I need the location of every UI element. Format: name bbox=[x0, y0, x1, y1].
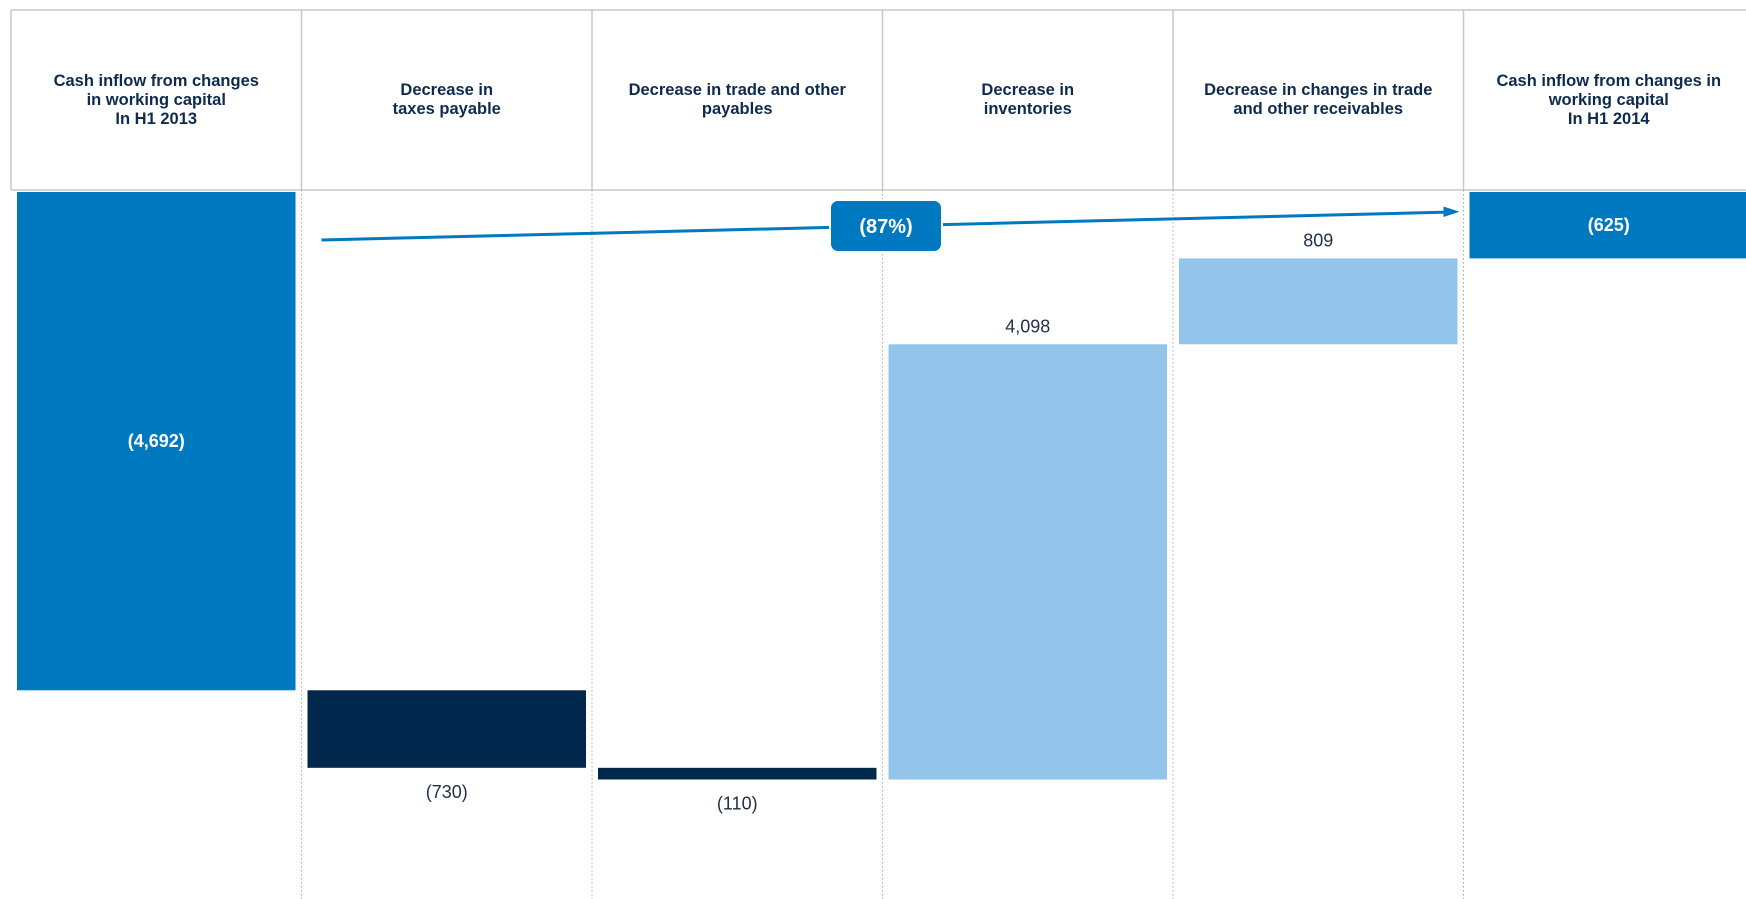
value-label: (4,692) bbox=[128, 431, 185, 451]
category-header: Decrease in taxes payable bbox=[392, 81, 501, 118]
bar-total bbox=[1469, 192, 1746, 259]
bar-increase bbox=[888, 344, 1167, 780]
category-header: Decrease in trade and other payables bbox=[628, 81, 846, 118]
category-header: Decrease in changes in trade and other r… bbox=[1204, 81, 1433, 118]
annotation-badge bbox=[829, 199, 943, 253]
bar-total bbox=[17, 192, 296, 691]
value-label: (625) bbox=[1588, 215, 1630, 235]
bar-decrease bbox=[598, 767, 877, 780]
value-label: (730) bbox=[426, 782, 468, 802]
category-header: Cash inflow from changes in working capi… bbox=[1496, 71, 1722, 128]
value-label: 809 bbox=[1303, 230, 1333, 250]
category-header: Cash inflow from changes in working capi… bbox=[53, 71, 259, 128]
bar-decrease bbox=[307, 690, 586, 768]
annotation-label: (87%) bbox=[859, 216, 912, 238]
value-label: (110) bbox=[717, 793, 758, 813]
category-header: Decrease in inventories bbox=[981, 81, 1075, 118]
change-arrow-head bbox=[1443, 206, 1460, 217]
value-label: 4,098 bbox=[1005, 316, 1050, 336]
bar-increase bbox=[1179, 258, 1458, 345]
